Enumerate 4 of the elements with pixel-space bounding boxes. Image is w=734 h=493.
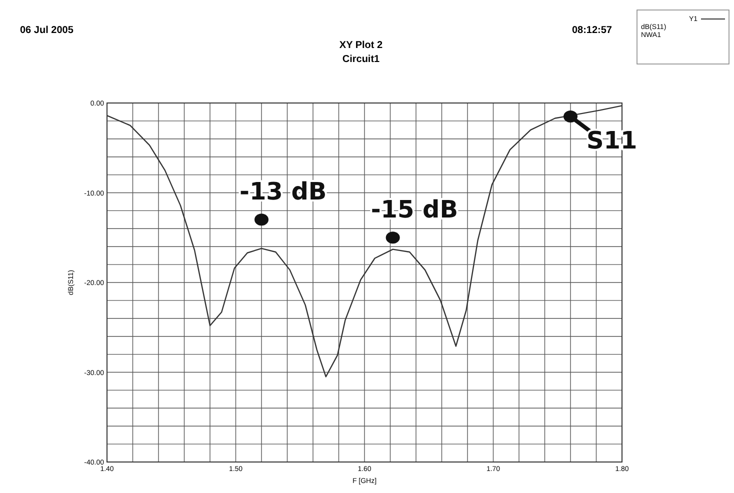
- chart-title: XY Plot 2: [339, 40, 384, 51]
- chart-subtitle: Circuit1: [342, 54, 380, 65]
- text: 06 Jul 2005: [20, 25, 74, 36]
- text: 08:12:57: [572, 25, 612, 36]
